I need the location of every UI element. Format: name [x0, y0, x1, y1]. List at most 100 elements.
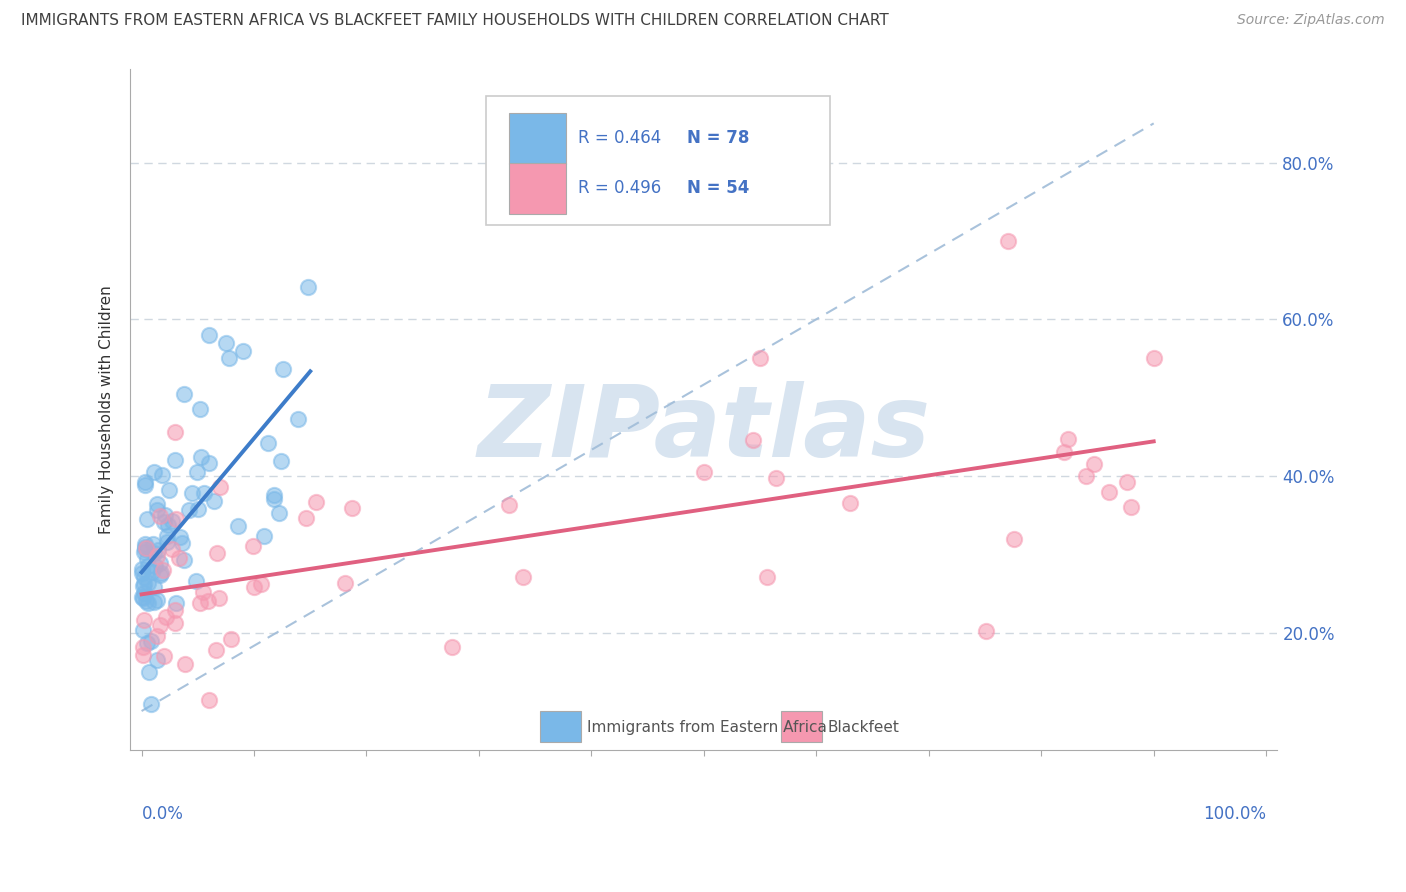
Point [134, 537, 156, 551]
Point [134, 570, 156, 584]
Point [156, 518, 179, 533]
Point [1004, 532, 1026, 546]
Point [143, 465, 166, 479]
Point [149, 617, 172, 632]
Point [149, 568, 172, 582]
Text: N = 78: N = 78 [686, 129, 749, 147]
Point [340, 500, 363, 515]
Point [134, 586, 156, 600]
Point [135, 541, 157, 555]
Point [756, 570, 779, 584]
Point [138, 665, 160, 679]
Point [765, 471, 787, 485]
Point [335, 576, 357, 591]
Point [742, 434, 765, 448]
Point [153, 649, 176, 664]
Point [226, 518, 249, 533]
Point [131, 566, 153, 581]
Point [173, 387, 195, 401]
Point [152, 563, 174, 577]
Point [209, 480, 232, 494]
Point [156, 535, 179, 549]
Point [169, 530, 191, 544]
Point [132, 577, 155, 591]
Point [1076, 469, 1098, 483]
Point [243, 580, 266, 594]
FancyBboxPatch shape [540, 711, 581, 742]
Point [173, 552, 195, 566]
Point [136, 595, 159, 609]
Point [749, 351, 772, 366]
Point [134, 541, 156, 556]
Point [131, 640, 153, 654]
Point [132, 614, 155, 628]
Point [134, 475, 156, 490]
Point [142, 546, 165, 560]
Text: Immigrants from Eastern Africa: Immigrants from Eastern Africa [586, 720, 827, 735]
Point [160, 542, 183, 557]
Point [148, 509, 170, 524]
FancyBboxPatch shape [780, 711, 823, 742]
Point [135, 636, 157, 650]
Point [143, 595, 166, 609]
Point [132, 591, 155, 605]
Point [974, 624, 997, 638]
Point [193, 585, 215, 599]
Point [305, 494, 328, 508]
Point [297, 280, 319, 294]
Point [132, 544, 155, 558]
Point [198, 456, 221, 470]
Point [198, 692, 221, 706]
Point [136, 559, 159, 574]
Point [160, 514, 183, 528]
Point [208, 591, 231, 605]
Point [132, 579, 155, 593]
Point [1057, 432, 1080, 446]
Point [153, 508, 176, 523]
Point [197, 593, 219, 607]
Point [132, 648, 155, 662]
Text: R = 0.496: R = 0.496 [578, 178, 661, 197]
Point [170, 536, 193, 550]
Text: R = 0.464: R = 0.464 [578, 129, 661, 147]
Text: IMMIGRANTS FROM EASTERN AFRICA VS BLACKFEET FAMILY HOUSEHOLDS WITH CHILDREN CORR: IMMIGRANTS FROM EASTERN AFRICA VS BLACKF… [21, 13, 889, 29]
Point [190, 596, 212, 610]
Point [270, 454, 292, 468]
Point [218, 351, 240, 366]
Point [134, 478, 156, 492]
Point [198, 327, 221, 342]
Point [190, 402, 212, 417]
Point [219, 632, 242, 647]
Point [253, 528, 276, 542]
Point [190, 450, 212, 465]
Point [142, 580, 165, 594]
Point [131, 623, 153, 637]
Text: Blackfeet: Blackfeet [828, 720, 900, 735]
Point [839, 496, 862, 510]
Point [177, 502, 200, 516]
Point [146, 503, 169, 517]
Point [165, 511, 187, 525]
Point [163, 615, 186, 630]
Point [997, 234, 1019, 248]
Point [287, 412, 309, 426]
Point [174, 657, 197, 672]
Point [143, 558, 166, 573]
Point [165, 595, 187, 609]
Point [263, 491, 285, 506]
Point [141, 565, 163, 579]
Point [146, 653, 169, 667]
Point [205, 642, 228, 657]
Point [512, 570, 534, 584]
Point [155, 610, 177, 624]
Point [163, 425, 186, 439]
Point [163, 603, 186, 617]
Point [146, 497, 169, 511]
Point [187, 502, 209, 516]
Point [135, 594, 157, 608]
Point [146, 549, 169, 564]
Point [136, 575, 159, 590]
Point [136, 552, 159, 566]
Point [150, 566, 173, 580]
Point [215, 335, 238, 350]
